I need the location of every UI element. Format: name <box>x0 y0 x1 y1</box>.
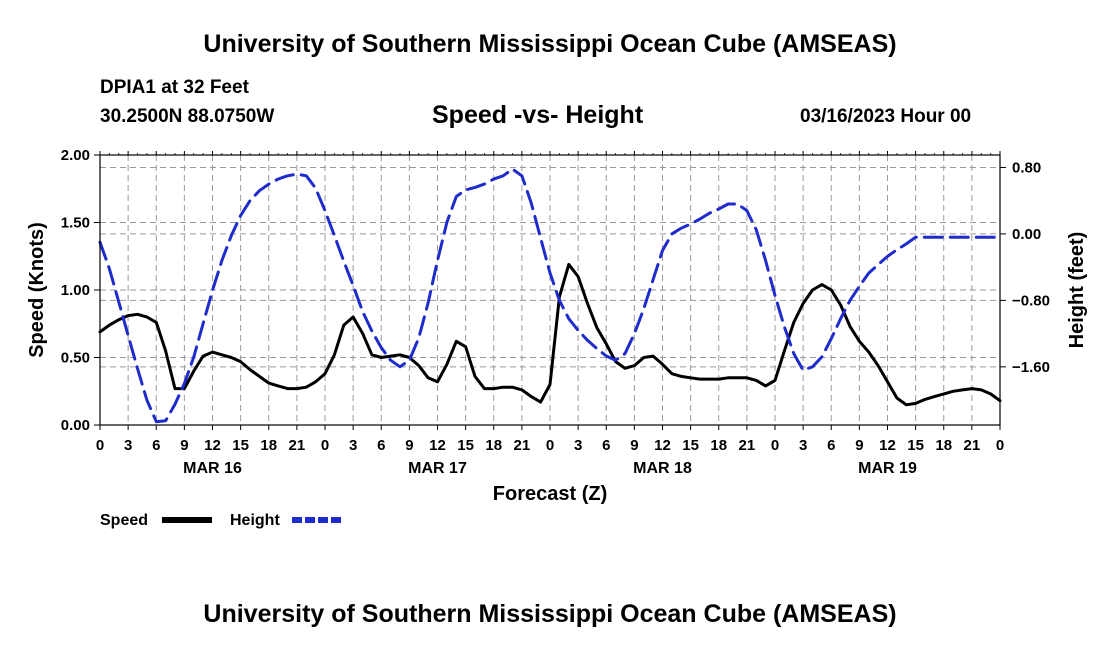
x-tick-label: 0 <box>996 437 1004 454</box>
series-line-height <box>98 167 1002 424</box>
x-tick-label: 18 <box>935 437 952 454</box>
x-tick-label: 0 <box>321 437 329 454</box>
chart-subtitle: Speed -vs- Height <box>432 101 644 129</box>
x-tick-label: 0 <box>96 437 104 454</box>
y-tick-label: 1.00 <box>61 282 90 299</box>
x-tick-label: 21 <box>289 437 306 454</box>
y-tick-label: 0.50 <box>61 350 90 367</box>
x-tick-label: 21 <box>514 437 531 454</box>
y-axis-label: Speed (Knots) <box>26 222 48 358</box>
x-tick-label: 9 <box>855 437 863 454</box>
x-tick-label: 6 <box>377 437 385 454</box>
x-day-label: MAR 18 <box>633 460 692 477</box>
series-layer <box>98 167 1002 424</box>
x-axis-label: Forecast (Z) <box>493 483 607 505</box>
x-tick-label: 18 <box>710 437 727 454</box>
x-day-label: MAR 17 <box>408 460 467 477</box>
coordinates-label: 30.2500N 88.0750W <box>100 106 275 127</box>
x-tick-label: 12 <box>654 437 671 454</box>
x-tick-label: 15 <box>232 437 249 454</box>
chart-title-top: University of Southern Mississippi Ocean… <box>203 30 897 58</box>
x-tick-label: 0 <box>771 437 779 454</box>
legend: Speed Height <box>100 512 342 529</box>
y-tick-label: 2.00 <box>61 147 90 164</box>
y2-tick-label: −0.80 <box>1012 292 1050 309</box>
chart-title-bottom: University of Southern Mississippi Ocean… <box>203 600 897 628</box>
x-tick-label: 3 <box>349 437 357 454</box>
axes: 0 3 6 9 12 15 18 21 0 3 6 9 12 15 18 21 0 3 6 9 12 15 18 21 0 3 6 9… <box>61 147 1050 477</box>
y2-tick-label: 0.00 <box>1012 226 1041 243</box>
legend-speed-label: Speed <box>100 512 148 529</box>
x-tick-label: 12 <box>879 437 896 454</box>
station-label: DPIA1 at 32 Feet <box>100 77 249 98</box>
x-tick-label: 18 <box>260 437 277 454</box>
x-tick-label: 9 <box>405 437 413 454</box>
y2-axis-label: Height (feet) <box>1066 232 1088 349</box>
x-tick-label: 15 <box>682 437 699 454</box>
x-tick-label: 3 <box>574 437 582 454</box>
x-tick-label: 21 <box>964 437 981 454</box>
x-tick-label: 3 <box>124 437 132 454</box>
x-tick-label: 15 <box>907 437 924 454</box>
y2-tick-label: 0.80 <box>1012 159 1041 176</box>
x-tick-label: 15 <box>457 437 474 454</box>
forecast-date-label: 03/16/2023 Hour 00 <box>800 106 972 127</box>
y2-tick-label: −1.60 <box>1012 359 1050 376</box>
x-tick-label: 18 <box>485 437 502 454</box>
x-day-label: MAR 16 <box>183 460 242 477</box>
y-tick-label: 0.00 <box>61 417 90 434</box>
x-tick-label: 9 <box>180 437 188 454</box>
x-tick-label: 6 <box>152 437 160 454</box>
x-tick-label: 12 <box>204 437 221 454</box>
x-tick-label: 3 <box>799 437 807 454</box>
x-tick-label: 6 <box>827 437 835 454</box>
x-day-label: MAR 19 <box>858 460 917 477</box>
x-tick-label: 21 <box>739 437 756 454</box>
x-tick-label: 9 <box>630 437 638 454</box>
x-tick-label: 0 <box>546 437 554 454</box>
x-tick-label: 6 <box>602 437 610 454</box>
series-line-speed <box>98 262 1002 407</box>
x-tick-label: 12 <box>429 437 446 454</box>
y-tick-label: 1.50 <box>61 215 90 232</box>
legend-height-label: Height <box>230 512 280 529</box>
